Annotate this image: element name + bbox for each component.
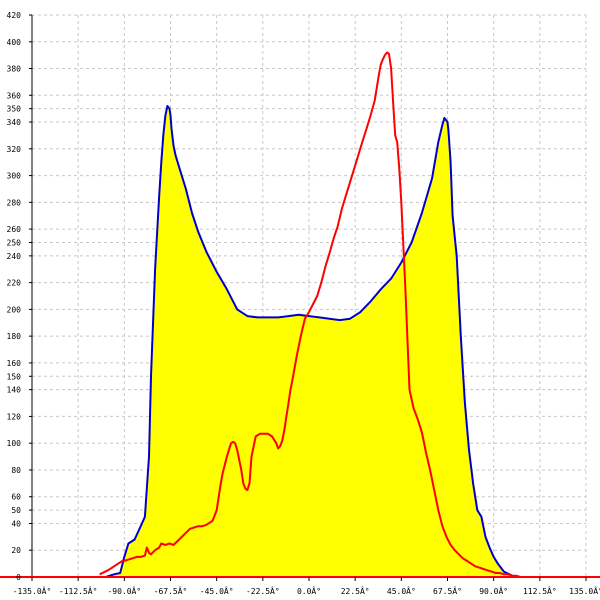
x-tick-label: -67.5Â° xyxy=(154,585,188,596)
x-tick-label: -135.0Â° xyxy=(13,585,52,596)
y-tick-label: 100 xyxy=(7,439,22,448)
y-tick-label: 260 xyxy=(7,225,22,234)
y-tick-label: 140 xyxy=(7,386,22,395)
y-tick-label: 350 xyxy=(7,105,22,114)
y-tick-label: 420 xyxy=(7,11,22,20)
x-tick-label: 135.0Â° xyxy=(569,585,600,596)
y-tick-label: 380 xyxy=(7,65,22,74)
axes: 20 40 50 60 80 100 120 140 150 160 180 200 220 240 250… xyxy=(0,11,600,596)
x-tick-label: 90.0Â° xyxy=(479,585,508,596)
y-tick-label: 120 xyxy=(7,412,22,421)
y-tick-label: 50 xyxy=(11,506,21,515)
series-1-line xyxy=(105,105,521,578)
x-tick-label: -45.0Â° xyxy=(200,585,234,596)
series-2-line xyxy=(99,51,527,578)
y-tick-label: 220 xyxy=(7,279,22,288)
series-layer xyxy=(99,51,527,578)
y-tick-label: 40 xyxy=(11,519,21,528)
x-tick-label: 0.0Â° xyxy=(297,585,321,596)
y-tick-label: 150 xyxy=(7,372,22,381)
x-tick-label: 112.5Â° xyxy=(523,585,557,596)
y-tick-label: 60 xyxy=(11,493,21,502)
x-tick-label: 22.5Â° xyxy=(341,585,370,596)
x-tick-label: -90.0Â° xyxy=(107,585,141,596)
x-tick-label: 67.5Â° xyxy=(433,585,462,596)
y-tick-label: 320 xyxy=(7,145,22,154)
y-tick-label-zero: 0 xyxy=(16,573,21,582)
y-tick-label: 360 xyxy=(7,91,22,100)
y-tick-label: 300 xyxy=(7,172,22,181)
y-tick-label: 280 xyxy=(7,198,22,207)
x-tick-label: -112.5Â° xyxy=(59,585,98,596)
y-tick-label: 250 xyxy=(7,238,22,247)
y-tick-label: 200 xyxy=(7,305,22,314)
y-tick-label: 400 xyxy=(7,38,22,47)
y-tick-label: 20 xyxy=(11,546,21,555)
y-tick-label: 340 xyxy=(7,118,22,127)
y-tick-label: 180 xyxy=(7,332,22,341)
y-tick-label: 160 xyxy=(7,359,22,368)
y-tick-label: 80 xyxy=(11,466,21,475)
x-tick-label: -22.5Â° xyxy=(246,585,280,596)
series-1-fill xyxy=(105,106,521,577)
x-tick-label: 45.0Â° xyxy=(387,585,416,596)
y-tick-label: 240 xyxy=(7,252,22,261)
